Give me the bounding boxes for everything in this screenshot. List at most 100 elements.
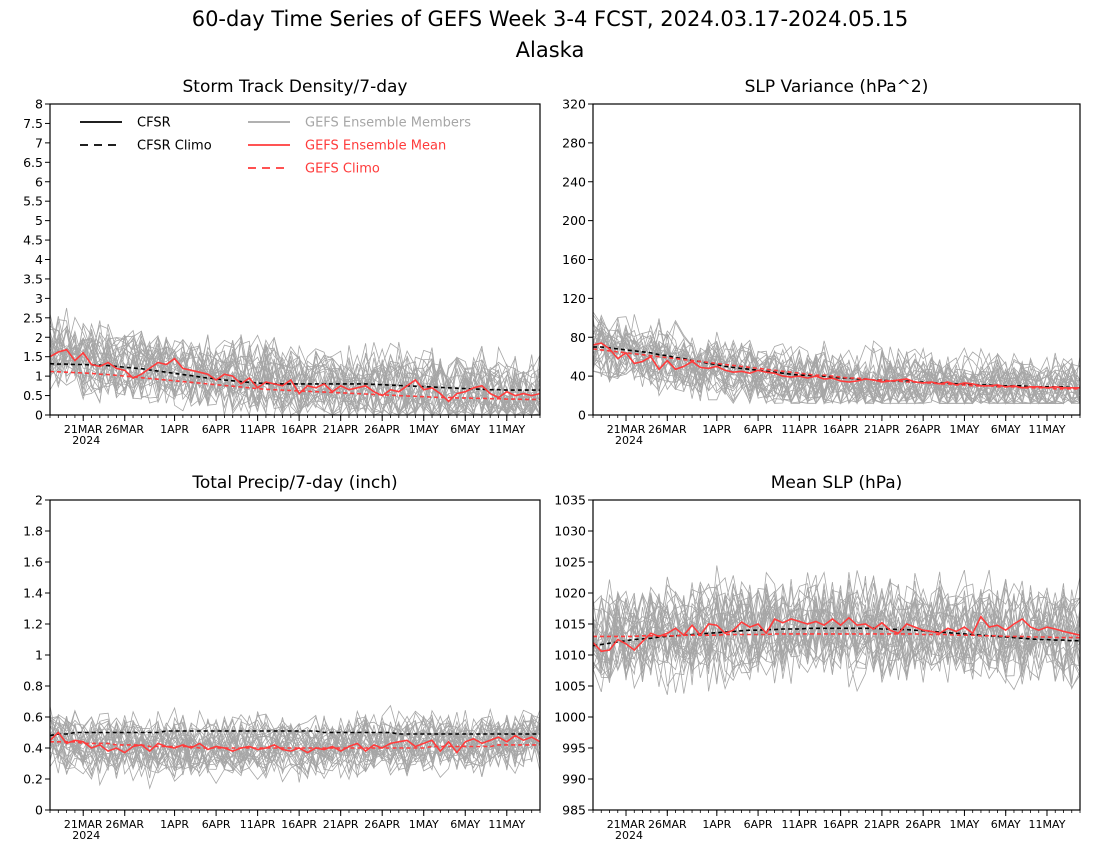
gefs-ensemble-mean-line (50, 348, 540, 403)
y-tick-label: 240 (562, 174, 586, 189)
x-tick-label: 21MAR (64, 423, 103, 436)
ensemble-member-line (50, 719, 540, 774)
y-tick-label: 0.4 (23, 741, 43, 756)
y-tick-label: 1030 (554, 524, 586, 539)
ensemble-member-line (593, 583, 1080, 690)
x-tick-label: 21MAR (64, 818, 103, 831)
ensemble-member-line (50, 329, 540, 415)
y-tick-label: 0 (35, 408, 43, 423)
ensemble-member-line (50, 717, 540, 783)
x-tick-label: 6MAY (991, 818, 1021, 831)
x-tick-label: 16APR (823, 423, 859, 436)
chart-panel-3: Total Precip/7-day (inch)00.20.40.60.811… (23, 473, 541, 842)
y-tick-label: 120 (562, 291, 586, 306)
plot-area (50, 307, 540, 415)
ensemble-member-line (593, 575, 1080, 672)
gefs-climo-line (593, 633, 1080, 639)
x-tick-label: 26MAR (648, 423, 687, 436)
ensemble-member-line (50, 332, 540, 415)
y-tick-label: 0.8 (23, 679, 43, 694)
ensemble-member-line (593, 594, 1080, 685)
x-tick-label: 1MAY (409, 423, 439, 436)
y-tick-label: 2 (35, 330, 43, 345)
gefs-ensemble-mean-line (593, 342, 1080, 389)
y-tick-label: 1.8 (23, 524, 43, 539)
x-tick-label: 16APR (281, 423, 317, 436)
y-tick-label: 1015 (554, 617, 586, 632)
ensemble-member-line (50, 715, 540, 772)
ensemble-member-line (50, 340, 540, 415)
figure-title: 60-day Time Series of GEFS Week 3-4 FCST… (192, 7, 909, 31)
figure-subtitle: Alaska (516, 38, 585, 62)
ensemble-member-line (593, 322, 1080, 405)
ensemble-member-line (50, 316, 540, 412)
y-tick-label: 0.6 (23, 710, 43, 725)
ensemble-member-line (50, 717, 540, 781)
panel-title: Mean SLP (hPa) (771, 473, 903, 493)
y-tick-label: 1.2 (23, 617, 43, 632)
x-tick-label: 11MAY (488, 818, 525, 831)
legend-label: GEFS Climo (305, 162, 380, 177)
x-tick-label: 1APR (160, 818, 189, 831)
x-year-label: 2024 (615, 829, 643, 842)
x-tick-label: 26MAR (105, 423, 144, 436)
x-tick-label: 6APR (744, 818, 773, 831)
x-tick-label: 26MAR (648, 818, 687, 831)
y-tick-label: 0 (35, 803, 43, 818)
legend-label: GEFS Ensemble Members (305, 116, 471, 131)
y-tick-label: 1020 (554, 586, 586, 601)
y-tick-label: 1 (35, 369, 43, 384)
x-year-label: 2024 (72, 434, 100, 447)
x-tick-label: 26APR (364, 818, 400, 831)
cfsr-climo-line (50, 730, 540, 737)
y-tick-label: 2.5 (23, 310, 43, 325)
x-tick-label: 21APR (864, 818, 900, 831)
y-tick-label: 990 (562, 772, 586, 787)
y-tick-label: 0 (578, 408, 586, 423)
gefs-climo-line (593, 348, 1080, 390)
y-tick-label: 6.5 (23, 155, 43, 170)
ensemble-member-line (593, 569, 1080, 663)
x-tick-label: 1MAY (949, 423, 979, 436)
ensemble-member-line (50, 329, 540, 415)
y-tick-label: 200 (562, 213, 586, 228)
y-tick-label: 985 (562, 803, 586, 818)
y-tick-label: 4.5 (23, 233, 43, 248)
gefs-ensemble-mean-line (593, 615, 1080, 653)
x-tick-label: 6MAY (991, 423, 1021, 436)
x-tick-label: 6APR (202, 818, 231, 831)
y-tick-label: 0.5 (23, 388, 43, 403)
x-tick-label: 21APR (864, 423, 900, 436)
y-tick-label: 1010 (554, 648, 586, 663)
x-tick-label: 6APR (744, 423, 773, 436)
x-tick-label: 1APR (702, 423, 731, 436)
gefs-climo-line (50, 740, 540, 749)
ensemble-member-line (50, 338, 540, 415)
gefs-ensemble-mean-line (50, 731, 540, 754)
chart-panel-2: SLP Variance (hPa^2) 0 40 80 120 160 200 240 280… (562, 77, 1081, 447)
x-tick-label: 21MAR (607, 423, 646, 436)
y-tick-label: 320 (562, 97, 586, 112)
ensemble-member-line (50, 706, 540, 766)
y-tick-label: 1000 (554, 710, 586, 725)
x-tick-label: 11MAY (1029, 818, 1066, 831)
y-tick-label: 1005 (554, 679, 586, 694)
x-tick-label: 11APR (781, 818, 817, 831)
chart-panel-1: Storm Track Density/7-day 0 0.5 1 1.5 2 2.5 3 3.… (23, 77, 541, 447)
x-tick-label: 21MAR (607, 818, 646, 831)
x-tick-label: 26MAR (105, 818, 144, 831)
x-tick-label: 1APR (702, 818, 731, 831)
ensemble-member-line (50, 337, 540, 415)
x-tick-label: 21APR (323, 423, 359, 436)
y-tick-label: 4 (35, 252, 43, 267)
y-tick-label: 2 (35, 493, 43, 508)
y-tick-label: 7.5 (23, 116, 43, 131)
y-tick-label: 3 (35, 291, 43, 306)
x-tick-label: 11MAY (1029, 423, 1066, 436)
y-tick-label: 1025 (554, 555, 586, 570)
y-tick-label: 8 (35, 97, 43, 112)
x-tick-label: 6APR (202, 423, 231, 436)
ensemble-member-line (50, 321, 540, 415)
